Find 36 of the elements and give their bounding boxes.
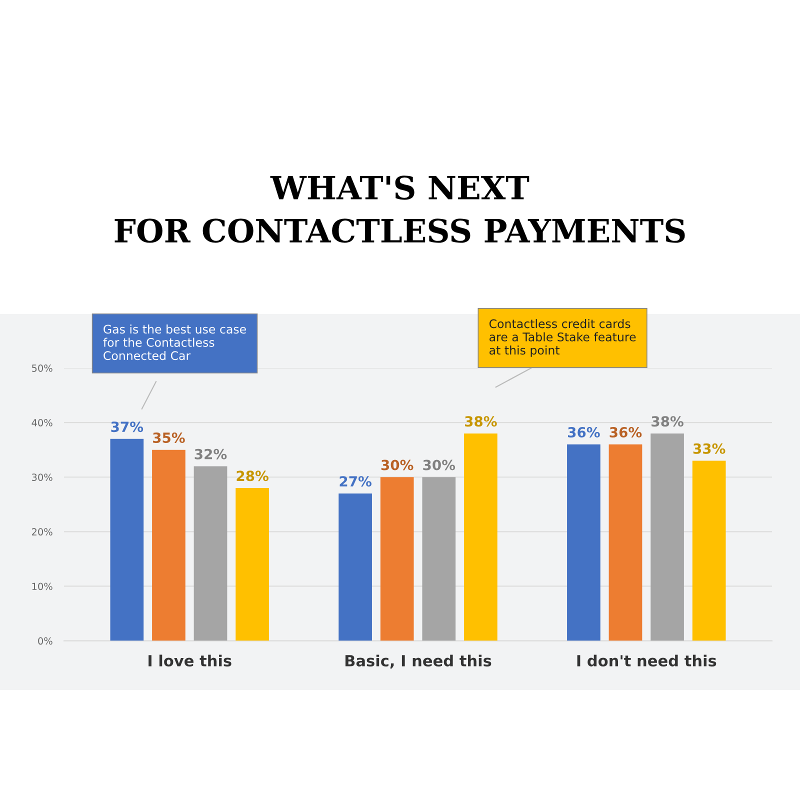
chart-title: WHAT'S NEXT FOR CONTACTLESS PAYMENTS: [114, 176, 685, 243]
bar: [236, 488, 269, 641]
data-label: 33%: [693, 443, 726, 454]
bar: [380, 477, 414, 641]
bar: [422, 477, 456, 641]
bar: [608, 444, 642, 641]
data-label: 38%: [465, 416, 497, 427]
bar: [692, 460, 726, 641]
data-label: 28%: [236, 470, 268, 482]
bar: [338, 493, 372, 641]
text: Contactless credit cards are a Table Stake feature at this point: [489, 319, 636, 357]
y-tick-label: 10%: [32, 582, 52, 590]
data-label: 37%: [111, 422, 144, 432]
x-tick-label: I don't need this: [577, 654, 716, 667]
data-label: 32%: [194, 448, 227, 460]
data-label: 30%: [423, 460, 456, 470]
bar: [567, 444, 600, 641]
bar: [110, 438, 144, 641]
x-tick-label: Basic, I need this: [345, 654, 492, 668]
y-tick-label: 50%: [32, 364, 52, 372]
data-label: 38%: [652, 416, 684, 427]
data-label: 27%: [340, 476, 372, 487]
data-label: 35%: [153, 432, 185, 443]
y-tick-label: 20%: [32, 528, 52, 536]
bar: [194, 466, 228, 641]
data-label: 36%: [568, 427, 600, 438]
x-tick-label: I love this: [148, 654, 232, 667]
bar: [464, 433, 498, 641]
text: Gas is the best use case for the Contactless Connected Car: [103, 324, 246, 360]
data-label: 36%: [610, 427, 642, 438]
y-tick-label: 0%: [38, 637, 52, 645]
bar: [152, 450, 186, 641]
bar: [650, 433, 684, 641]
y-tick-label: 40%: [32, 419, 52, 426]
data-label: 30%: [381, 460, 414, 470]
y-tick-label: 30%: [32, 474, 52, 481]
